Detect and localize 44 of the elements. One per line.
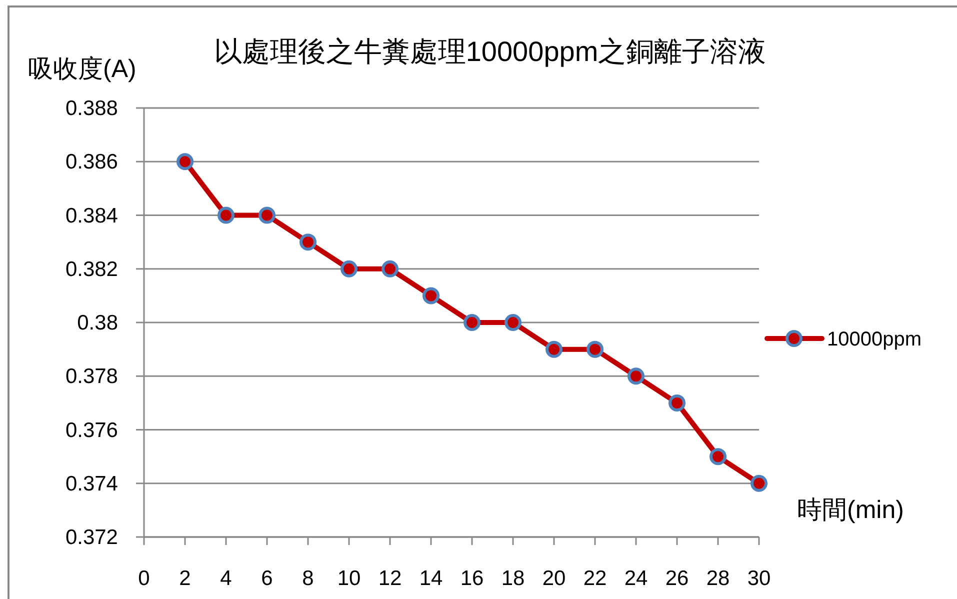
x-tick-label: 16 — [460, 567, 484, 590]
x-axis-title: 時間(min) — [797, 496, 904, 524]
point — [546, 340, 562, 358]
x-tick-label: 18 — [501, 567, 525, 590]
x-tick-label: 6 — [261, 567, 273, 590]
x-tick-label: 2 — [179, 567, 191, 590]
chart-title: 以處理後之牛糞處理10000ppm之銅離子溶液 — [214, 36, 766, 67]
point — [628, 368, 644, 385]
x-tick-label: 20 — [542, 567, 566, 590]
x-tick-label: 22 — [583, 567, 607, 590]
point — [300, 234, 316, 251]
y-tick-label: 0.386 — [65, 150, 118, 174]
point — [464, 314, 480, 331]
y-tick-label: 0.382 — [65, 258, 118, 281]
y-tick-label: 0.38 — [77, 312, 118, 334]
x-tick-label: 10 — [337, 567, 361, 590]
x-tick-label: 12 — [378, 567, 402, 590]
x-tick-label: 4 — [220, 567, 232, 590]
point — [710, 448, 726, 466]
x-tick-label: 30 — [747, 567, 771, 590]
y-tick-label: 0.388 — [65, 97, 118, 120]
y-axis-title: 吸收度(A) — [28, 55, 136, 83]
x-tick-label: 8 — [302, 567, 314, 590]
point — [586, 340, 604, 358]
legend-label: 10000ppm — [827, 328, 922, 350]
x-tick-label: 0 — [138, 567, 150, 590]
point — [668, 394, 686, 412]
y-tick-label: 0.374 — [65, 472, 118, 496]
point — [422, 287, 440, 304]
y-tick-label: 0.376 — [65, 418, 118, 442]
point — [750, 474, 768, 492]
y-tick-label: 0.384 — [65, 204, 118, 228]
point — [340, 260, 358, 278]
point — [504, 314, 522, 331]
x-tick-label: 14 — [419, 567, 443, 590]
y-tick-label: 0.378 — [65, 365, 118, 388]
x-tick-label: 26 — [665, 567, 689, 590]
x-tick-label: 24 — [624, 567, 648, 590]
point — [258, 206, 276, 224]
point — [218, 206, 234, 224]
x-tick-label: 28 — [706, 567, 730, 590]
point — [176, 153, 194, 170]
y-tick-label: 0.372 — [65, 526, 118, 549]
point — [382, 260, 398, 278]
